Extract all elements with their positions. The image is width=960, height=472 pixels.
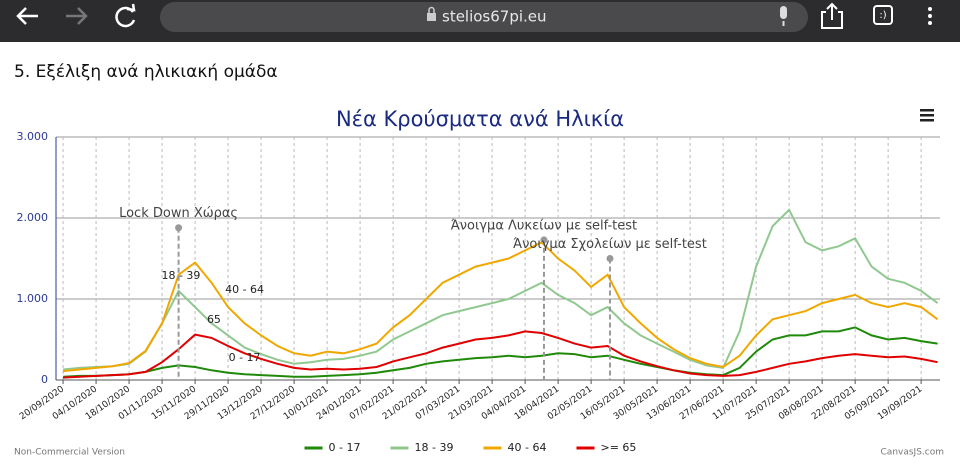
point-label: 40 - 64 xyxy=(225,283,264,296)
url-text[interactable]: stelios67pi.eu xyxy=(442,8,547,26)
menu-button[interactable] xyxy=(928,7,932,25)
chart-title: Νέα Κρούσματα ανά Ηλικία xyxy=(336,107,624,131)
legend-item[interactable]: 0 - 17 xyxy=(304,441,361,454)
forward-button[interactable] xyxy=(66,7,88,25)
footer-right[interactable]: CanvasJS.com xyxy=(881,448,944,458)
legend: 0 - 17 18 - 39 40 - 64 >= 65 xyxy=(304,441,637,454)
point-label: 65 xyxy=(207,313,221,326)
point-label: 18 - 39 xyxy=(161,269,200,282)
y-tick-label: 2.000 xyxy=(17,211,49,224)
lock-icon xyxy=(427,13,436,21)
tabs-button[interactable]: :) xyxy=(873,5,893,25)
point-label: 0 - 17 xyxy=(229,351,261,364)
annotation-label: Lock Down Χώρας xyxy=(119,206,238,221)
footer-left: Non-Commercial Version xyxy=(14,448,125,458)
annotation-label: Άνοιγμα Λυκείων με self-test xyxy=(451,218,637,233)
mic-button[interactable] xyxy=(780,6,787,26)
chart-menu-button[interactable] xyxy=(920,109,934,122)
legend-item[interactable]: 40 - 64 xyxy=(483,441,547,454)
annotation-marker xyxy=(175,224,183,232)
reload-button[interactable] xyxy=(115,3,136,28)
legend-item[interactable]: 18 - 39 xyxy=(390,441,454,454)
y-tick-label: 3.000 xyxy=(17,130,49,143)
series-line xyxy=(63,241,939,373)
series-line xyxy=(63,326,938,378)
svg-text::): :) xyxy=(879,10,886,21)
annotation-marker xyxy=(540,236,548,244)
plot: 01.0002.0003.00020/09/202004/10/202018/1… xyxy=(17,130,940,454)
legend-item[interactable]: >= 65 xyxy=(576,441,637,454)
legend-label: 0 - 17 xyxy=(329,441,361,454)
legend-label: >= 65 xyxy=(601,441,637,454)
y-tick-label: 1.000 xyxy=(17,292,49,305)
y-tick-label: 0 xyxy=(41,373,48,386)
section-heading: 5. Εξέλιξη ανά ηλικιακή ομάδα xyxy=(14,62,278,82)
share-button[interactable] xyxy=(821,2,843,29)
series-line xyxy=(63,208,939,371)
legend-label: 18 - 39 xyxy=(415,441,454,454)
annotation-label: Άνοιγμα Σχολείων με self-test xyxy=(513,237,707,252)
url-field[interactable] xyxy=(160,2,808,32)
legend-label: 40 - 64 xyxy=(508,441,547,454)
lock-shackle xyxy=(428,6,435,13)
series-line xyxy=(63,330,938,379)
back-button[interactable] xyxy=(16,7,38,25)
annotation-marker xyxy=(606,255,614,262)
